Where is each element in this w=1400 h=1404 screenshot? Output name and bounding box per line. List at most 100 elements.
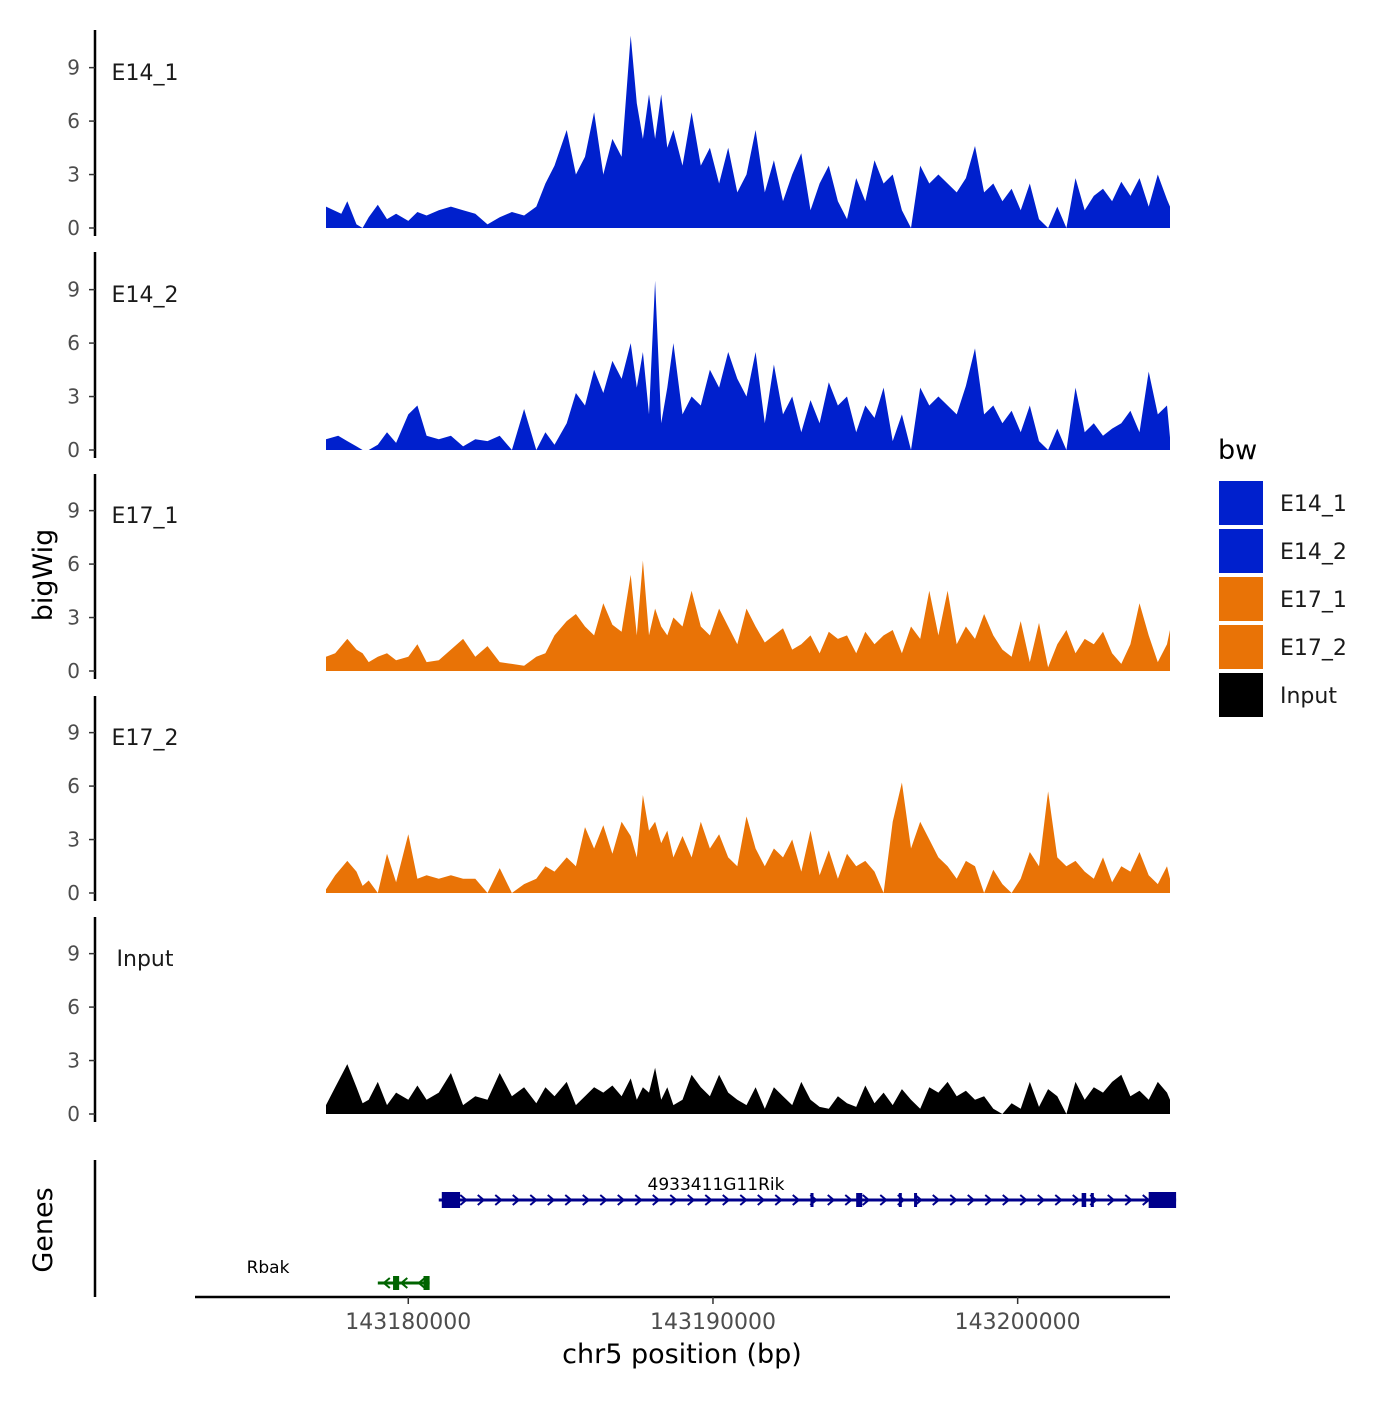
track-label: E17_1 <box>112 504 179 529</box>
y-tick-label: 0 <box>67 659 80 683</box>
strand-arrow <box>827 1194 836 1206</box>
strand-arrow <box>704 1194 713 1206</box>
genes-layer: 4933411G11Rik Rbak <box>93 1160 1177 1297</box>
strand-arrow <box>512 1194 521 1206</box>
y-axis-title: bigWig <box>28 529 59 622</box>
y-tick-label: 6 <box>67 331 80 355</box>
x-tick-label: 143180000 <box>345 1310 471 1335</box>
strand-arrow <box>984 1194 993 1206</box>
coverage-area <box>326 560 1170 671</box>
gene-4933411g11rik: 4933411G11Rik <box>438 1175 1177 1208</box>
y-tick-label: 9 <box>67 278 80 302</box>
strand-arrow <box>844 1194 853 1206</box>
track-label: Input <box>117 947 174 972</box>
y-tick-label: 0 <box>67 881 80 905</box>
strand-arrow <box>967 1194 976 1206</box>
track-label: E14_2 <box>112 283 179 308</box>
gene-label: 4933411G11Rik <box>648 1175 785 1195</box>
exon <box>423 1276 430 1290</box>
exon <box>1090 1193 1094 1207</box>
strand-arrow <box>399 1277 408 1289</box>
exon <box>441 1192 461 1208</box>
track-e14-1: 0 3 6 9 E14_1 <box>67 30 1170 240</box>
legend-swatch <box>1217 479 1265 527</box>
y-tick-label: 6 <box>67 552 80 576</box>
y-tick-label: 6 <box>67 109 80 133</box>
x-tick-label: 143190000 <box>650 1310 776 1335</box>
strand-arrow <box>1124 1194 1133 1206</box>
legend-swatch <box>1217 671 1265 719</box>
strand-arrow <box>599 1194 608 1206</box>
legend-title: bw <box>1218 435 1257 466</box>
exon <box>1081 1193 1087 1207</box>
track-e17-2: 0 3 6 9 E17_2 <box>67 696 1170 905</box>
strand-arrow <box>1107 1194 1116 1206</box>
x-axis: 143180000 143190000 143200000 <box>195 1295 1170 1335</box>
coverage-area <box>326 35 1170 228</box>
track-label: E14_1 <box>112 61 179 86</box>
genes-axis-title: Genes <box>28 1187 59 1272</box>
legend: bw E14_1 E14_2 E17_1 E17_2 Input <box>1217 435 1347 719</box>
y-tick-label: 3 <box>67 828 80 852</box>
gene-label: Rbak <box>247 1258 290 1278</box>
track-label: E17_2 <box>112 726 179 751</box>
y-tick-label: 9 <box>67 942 80 966</box>
exon <box>1148 1192 1177 1208</box>
legend-swatch <box>1217 575 1265 623</box>
strand-arrow <box>417 1277 426 1289</box>
legend-label: E14_2 <box>1280 540 1347 565</box>
y-tick-label: 6 <box>67 995 80 1019</box>
coverage-area <box>326 1064 1170 1114</box>
gene-rbak: Rbak <box>247 1258 430 1290</box>
y-tick-label: 0 <box>67 1102 80 1126</box>
y-tick-label: 0 <box>67 216 80 240</box>
strand-arrow <box>477 1194 486 1206</box>
legend-swatch <box>1217 623 1265 671</box>
strand-arrow <box>722 1194 731 1206</box>
coverage-area <box>326 280 1170 450</box>
legend-label: E17_1 <box>1280 588 1347 613</box>
strand-arrow <box>669 1194 678 1206</box>
x-axis-title: chr5 position (bp) <box>562 1339 802 1370</box>
y-tick-label: 9 <box>67 56 80 80</box>
strand-arrow <box>914 1194 923 1206</box>
strand-arrow <box>1072 1194 1081 1206</box>
legend-swatch <box>1217 527 1265 575</box>
strand-arrow <box>757 1194 766 1206</box>
strand-arrow <box>862 1194 871 1206</box>
track-input: 0 3 6 9 Input <box>67 917 1170 1126</box>
y-tick-label: 9 <box>67 721 80 745</box>
y-tick-label: 3 <box>67 606 80 630</box>
exon <box>898 1193 902 1207</box>
strand-arrow <box>792 1194 801 1206</box>
strand-arrow <box>932 1194 941 1206</box>
strand-arrow <box>1019 1194 1028 1206</box>
y-tick-label: 3 <box>67 163 80 187</box>
exon <box>810 1193 814 1207</box>
y-tick-label: 3 <box>67 385 80 409</box>
tracks-layer: 0 3 6 9 E14_1 0 3 6 9 E14_2 0 3 6 9 E17_1 0 3 6 9 E17_2 0 3 6 9… <box>67 30 1170 1126</box>
strand-arrow <box>739 1194 748 1206</box>
exon <box>856 1193 863 1207</box>
y-tick-label: 0 <box>67 438 80 462</box>
y-tick-label: 9 <box>67 499 80 523</box>
strand-arrow <box>1054 1194 1063 1206</box>
exon <box>393 1276 400 1290</box>
y-tick-label: 3 <box>67 1049 80 1073</box>
strand-arrow <box>382 1277 391 1289</box>
strand-arrow <box>652 1194 661 1206</box>
legend-label: E17_2 <box>1280 636 1347 661</box>
strand-arrow <box>687 1194 696 1206</box>
y-tick-label: 6 <box>67 774 80 798</box>
track-e14-2: 0 3 6 9 E14_2 <box>67 252 1170 462</box>
coverage-area <box>326 782 1170 893</box>
strand-arrow <box>1037 1194 1046 1206</box>
strand-arrow <box>879 1194 888 1206</box>
x-tick-label: 143200000 <box>955 1310 1081 1335</box>
strand-arrow <box>459 1194 468 1206</box>
track-e17-1: 0 3 6 9 E17_1 <box>67 474 1170 683</box>
strand-arrow <box>634 1194 643 1206</box>
strand-arrow <box>564 1194 573 1206</box>
